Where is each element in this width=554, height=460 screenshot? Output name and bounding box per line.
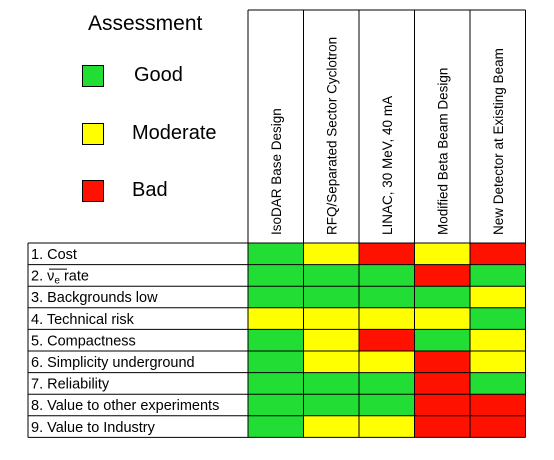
legend-swatch-bad bbox=[82, 180, 104, 202]
cell-r4-c2-moderate bbox=[303, 307, 359, 330]
cell-r6-c2-moderate bbox=[303, 351, 359, 373]
cell-r4-c5-good bbox=[470, 307, 526, 330]
cell-r2-c1-good bbox=[248, 264, 304, 287]
cell-r3-c1-good bbox=[248, 286, 304, 308]
cell-r4-c4-moderate bbox=[414, 307, 470, 330]
cell-r5-c2-moderate bbox=[303, 329, 359, 351]
cell-r5-c5-moderate bbox=[470, 329, 526, 351]
row-label-3: 3. Backgrounds low bbox=[31, 290, 158, 306]
cell-r4-c3-moderate bbox=[359, 307, 415, 330]
legend-label-good: Good bbox=[134, 64, 183, 86]
cell-r2-c3-good bbox=[359, 264, 415, 287]
legend-label-bad: Bad bbox=[132, 179, 168, 201]
legend-label-moderate: Moderate bbox=[132, 122, 217, 144]
cell-r6-c4-bad bbox=[414, 351, 470, 373]
cell-r8-c5-bad bbox=[470, 394, 526, 416]
legend-swatch-moderate bbox=[82, 123, 104, 145]
cell-r1-c2-moderate bbox=[303, 243, 359, 265]
cell-r7-c3-good bbox=[359, 372, 415, 395]
cell-r2-c5-good bbox=[470, 264, 526, 287]
cell-r3-c3-good bbox=[359, 286, 415, 308]
column-label-2: RFQ/Separated Sector Cyclotron bbox=[324, 37, 339, 235]
legend-title: Assessment bbox=[88, 12, 203, 35]
cell-r1-c4-moderate bbox=[414, 243, 470, 265]
cell-r9-c5-bad bbox=[470, 415, 526, 438]
row-label-6: 6. Simplicity underground bbox=[31, 355, 195, 371]
cell-r3-c2-good bbox=[303, 286, 359, 308]
cell-r1-c3-bad bbox=[359, 243, 415, 265]
cell-r1-c5-bad bbox=[470, 243, 526, 265]
cell-r5-c1-good bbox=[248, 329, 304, 351]
cell-r1-c1-good bbox=[248, 243, 304, 265]
cell-r9-c2-moderate bbox=[303, 415, 359, 438]
cell-r8-c2-good bbox=[303, 394, 359, 416]
column-label-1: IsoDAR Base Design bbox=[269, 108, 284, 235]
cell-r7-c5-good bbox=[470, 372, 526, 395]
cell-r7-c1-good bbox=[248, 372, 304, 395]
cell-r6-c1-good bbox=[248, 351, 304, 373]
cell-r5-c3-bad bbox=[359, 329, 415, 351]
cell-r8-c4-bad bbox=[414, 394, 470, 416]
cell-r8-c1-good bbox=[248, 394, 304, 416]
cell-r8-c3-good bbox=[359, 394, 415, 416]
cell-r6-c3-moderate bbox=[359, 351, 415, 373]
row-label-7: 7. Reliability bbox=[31, 377, 110, 393]
row-label-2: 2. νe rate bbox=[31, 269, 89, 287]
cell-r5-c4-good bbox=[414, 329, 470, 351]
cell-r6-c5-moderate bbox=[470, 351, 526, 373]
row-label-4: 4. Technical risk bbox=[31, 312, 135, 328]
legend-swatch-good bbox=[82, 65, 104, 87]
cell-r9-c1-good bbox=[248, 415, 304, 438]
cell-r4-c1-moderate bbox=[248, 307, 304, 330]
cell-r2-c2-good bbox=[303, 264, 359, 287]
row-label-5: 5. Compactness bbox=[31, 333, 136, 349]
cell-r9-c4-bad bbox=[414, 415, 470, 438]
cell-r7-c2-good bbox=[303, 372, 359, 395]
column-label-3: LINAC, 30 MeV, 40 mA bbox=[380, 96, 395, 235]
column-label-4: Modified Beta Beam Design bbox=[435, 68, 450, 235]
cell-r7-c4-bad bbox=[414, 372, 470, 395]
column-label-5: New Detector at Existing Beam bbox=[491, 48, 506, 235]
cell-r3-c4-good bbox=[414, 286, 470, 308]
row-label-8: 8. Value to other experiments bbox=[31, 398, 219, 414]
cell-r2-c4-bad bbox=[414, 264, 470, 287]
cell-r3-c5-moderate bbox=[470, 286, 526, 308]
row-label-1: 1. Cost bbox=[31, 247, 77, 263]
row-label-9: 9. Value to Industry bbox=[31, 420, 156, 436]
cell-r9-c3-moderate bbox=[359, 415, 415, 438]
